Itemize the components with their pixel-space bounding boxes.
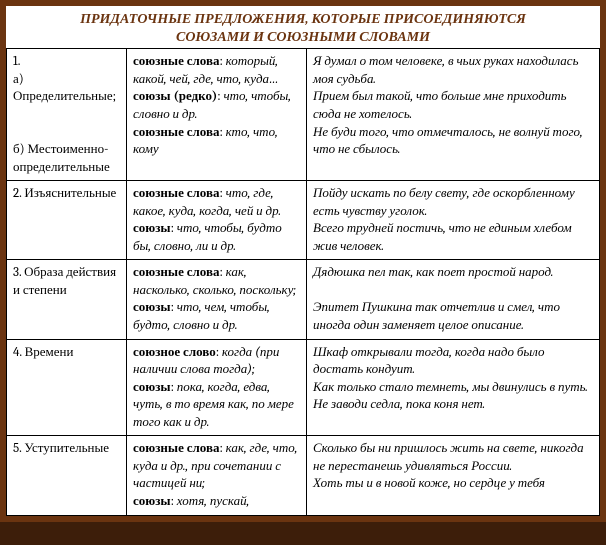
example: Всего трудней постичь, что не единым хле…: [313, 221, 572, 254]
example: Не заводи седла, пока коня нет.: [313, 397, 485, 412]
table-row: 5. Уступительные союзные слова: как, где…: [7, 436, 600, 515]
type-name-b: б) Местоименно-определительные: [13, 142, 110, 175]
type-cell: 1. а) Определительные; б) Местоименно-оп…: [7, 49, 127, 181]
example: Я думал о том человеке, в чьих руках нах…: [313, 54, 579, 87]
document-frame: ПРИДАТОЧНЫЕ ПРЕДЛОЖЕНИЯ, КОТОРЫЕ ПРИСОЕД…: [0, 0, 606, 522]
table-row: 1. а) Определительные; б) Местоименно-оп…: [7, 49, 600, 181]
example-cell: Пойду искать по белу свету, где оскорбле…: [307, 181, 600, 260]
conj-list: хотя, пускай,: [177, 494, 250, 509]
table-row: 3. Образа действия и степени союзные сло…: [7, 260, 600, 339]
type-name: Образа действия и степени: [13, 265, 116, 298]
example-cell: Шкаф открывали тогда, когда надо было до…: [307, 339, 600, 436]
conj-label-rare: союзы (редко): [133, 89, 217, 104]
conj-cell: союзные слова: как, где, что, куда и др.…: [127, 436, 307, 515]
example: Не буди того, что отмечталось, не волнуй…: [313, 125, 583, 158]
conj-cell: союзное слово: когда (при наличии слова …: [127, 339, 307, 436]
example: Хоть ты и в новой коже, но сердце у тебя: [313, 476, 545, 491]
conj-words-label: союзные слова: [133, 441, 219, 456]
example-cell: Сколько бы ни пришлось жить на свете, ни…: [307, 436, 600, 515]
example: Эпитет Пушкина так отчетлив и смел, что …: [313, 300, 560, 333]
conj-cell: союзные слова: что, где, какое, куда, ко…: [127, 181, 307, 260]
conj-cell: союзные слова: как, насколько, сколько, …: [127, 260, 307, 339]
example: Пойду искать по белу свету, где оскорбле…: [313, 186, 575, 219]
conj-words-label: союзные слова: [133, 265, 219, 280]
type-cell: 5. Уступительные: [7, 436, 127, 515]
example-cell: Дядюшка пел так, как поет простой народ.…: [307, 260, 600, 339]
conj-label: союзы: [133, 380, 171, 395]
example: Шкаф открывали тогда, когда надо было до…: [313, 345, 544, 378]
type-name: Времени: [25, 345, 74, 360]
conj-words-label: союзные слова: [133, 54, 219, 69]
title-line1: ПРИДАТОЧНЫЕ ПРЕДЛОЖЕНИЯ, КОТОРЫЕ ПРИСОЕД…: [80, 10, 526, 27]
type-cell: 2. Изъяснительные: [7, 181, 127, 260]
conj-words-label: союзные слова: [133, 125, 219, 140]
example: Сколько бы ни пришлось жить на свете, ни…: [313, 441, 584, 474]
type-name: а) Определительные;: [13, 72, 116, 105]
row-num: 1.: [13, 54, 20, 69]
example-cell: Я думал о том человеке, в чьих руках нах…: [307, 49, 600, 181]
conj-word-label: союзное слово: [133, 345, 216, 360]
table-row: 4. Времени союзное слово: когда (при нал…: [7, 339, 600, 436]
conj-words-label: союзные слова: [133, 186, 219, 201]
grammar-table: 1. а) Определительные; б) Местоименно-оп…: [6, 48, 600, 515]
example: Прием был такой, что больше мне приходит…: [313, 89, 567, 122]
conj-label: союзы: [133, 221, 171, 236]
title-line2: СОЮЗАМИ И СОЮЗНЫМИ СЛОВАМИ: [176, 28, 430, 45]
conj-label: союзы: [133, 494, 171, 509]
example: Как только стало темнеть, мы двинулись в…: [313, 380, 588, 395]
row-num: 3.: [13, 265, 21, 280]
type-name: Изъяснительные: [24, 186, 116, 201]
table-row: 2. Изъяснительные союзные слова: что, гд…: [7, 181, 600, 260]
page-title: ПРИДАТОЧНЫЕ ПРЕДЛОЖЕНИЯ, КОТОРЫЕ ПРИСОЕД…: [6, 6, 600, 48]
type-cell: 4. Времени: [7, 339, 127, 436]
row-num: 5.: [13, 441, 21, 456]
row-num: 2.: [13, 186, 21, 201]
example: Дядюшка пел так, как поет простой народ.: [313, 265, 553, 280]
row-num: 4.: [13, 345, 22, 360]
type-cell: 3. Образа действия и степени: [7, 260, 127, 339]
conj-label: союзы: [133, 300, 171, 315]
type-name: Уступительные: [24, 441, 109, 456]
conj-cell: союзные слова: который, какой, чей, где,…: [127, 49, 307, 181]
